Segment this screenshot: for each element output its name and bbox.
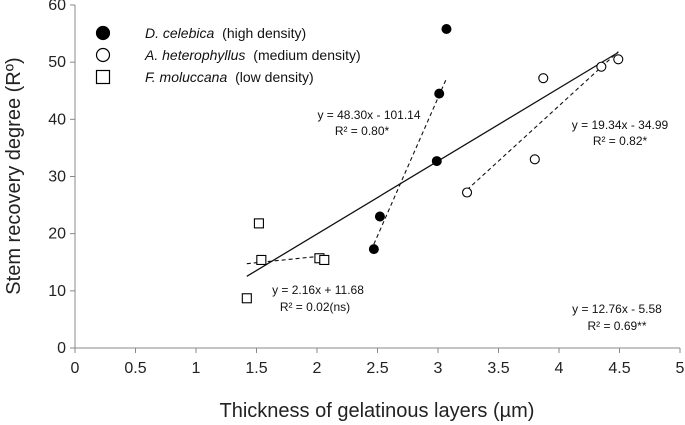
legend-item-a-heterophyllus: A. heterophyllus (medium density) xyxy=(95,47,361,63)
y-tick-marks xyxy=(70,4,75,349)
legend: D. celebica (high density) A. heterophyl… xyxy=(95,25,361,85)
legend-marker-filled-circle xyxy=(95,25,111,41)
y-tick-label: 20 xyxy=(48,226,66,243)
point-open-circle xyxy=(613,54,624,65)
equation-f-moluccana: y = 2.16x + 11.68 xyxy=(272,283,364,297)
svg-text:D. celebica (high dens: D. celebica (high density) xyxy=(145,25,306,41)
point-filled-circle xyxy=(368,244,379,255)
y-tick-label: 30 xyxy=(48,169,66,186)
legend-species-d-celebica: D. celebica xyxy=(145,25,214,41)
x-tick-label: 0 xyxy=(71,360,80,377)
point-open-square xyxy=(256,254,267,266)
x-tick-label: 1 xyxy=(192,360,201,377)
point-filled-circle xyxy=(374,211,385,222)
svg-text:F. moluccana (low dens: F. moluccana (low density) xyxy=(145,69,314,85)
x-tick-label: 3 xyxy=(434,360,443,377)
legend-marker-open-square xyxy=(95,69,111,85)
r2-a-heterophyllus: R² = 0.82* xyxy=(593,134,648,148)
point-open-square xyxy=(319,254,330,266)
x-axis-title: Thickness of gelatinous layers (µm) xyxy=(220,400,535,422)
y-tick-labels: 0 10 20 30 40 50 60 xyxy=(48,0,66,357)
x-tick-labels: 0 0.5 1 1.5 2 2.5 3 3.5 4 4.5 5 xyxy=(71,360,685,377)
x-tick-label: 2.5 xyxy=(366,360,388,377)
legend-species-a-heterophyllus: A. heterophyllus xyxy=(144,47,245,63)
data-points xyxy=(241,24,624,304)
y-tick-label: 10 xyxy=(48,283,66,300)
x-tick-label: 4 xyxy=(555,360,564,377)
point-open-circle xyxy=(529,154,540,165)
fit-lines xyxy=(246,51,619,277)
point-open-square xyxy=(241,293,252,304)
fit-line-filled-circle xyxy=(373,78,447,245)
point-open-circle xyxy=(538,73,549,84)
x-tick-label: 3.5 xyxy=(487,360,509,377)
legend-qualifier-f-moluccana: (low density) xyxy=(235,69,314,85)
regression-annotations: y = 48.30x - 101.14 R² = 0.80* y = 19.34… xyxy=(272,108,668,333)
x-tick-label: 1.5 xyxy=(245,360,267,377)
legend-species-f-moluccana: F. moluccana xyxy=(145,69,227,85)
svg-text:A. heterophyllus (medi: A. heterophyllus (medium density) xyxy=(144,47,361,63)
fit-line-overall xyxy=(246,51,619,277)
legend-item-f-moluccana: F. moluccana (low density) xyxy=(95,69,314,85)
y-tick-label: 0 xyxy=(57,340,66,357)
legend-qualifier-a-heterophyllus: (medium density) xyxy=(253,47,360,63)
y-tick-label: 60 xyxy=(48,0,66,14)
axes xyxy=(70,4,681,353)
x-tick-marks xyxy=(74,348,681,353)
point-open-circle xyxy=(596,61,607,72)
fit-line-open-circle xyxy=(466,51,619,191)
y-axis-title: Stem recovery degree (Rº) xyxy=(3,57,25,294)
point-open-square xyxy=(253,218,264,229)
x-tick-label: 0.5 xyxy=(124,360,146,377)
y-tick-label: 50 xyxy=(48,54,66,71)
equation-overall: y = 12.76x - 5.58 xyxy=(572,302,662,316)
x-tick-label: 5 xyxy=(676,360,685,377)
point-open-circle xyxy=(461,187,473,198)
r2-f-moluccana: R² = 0.02(ns) xyxy=(280,300,350,314)
x-tick-label: 4.5 xyxy=(608,360,630,377)
point-filled-circle xyxy=(441,24,452,35)
y-tick-label: 40 xyxy=(48,111,66,128)
legend-item-d-celebica: D. celebica (high density) xyxy=(95,25,306,41)
equation-a-heterophyllus: y = 19.34x - 34.99 xyxy=(572,118,669,132)
r2-overall: R² = 0.69** xyxy=(587,319,646,333)
r2-d-celebica: R² = 0.80* xyxy=(335,124,390,138)
legend-marker-open-circle xyxy=(95,47,111,63)
legend-qualifier-d-celebica: (high density) xyxy=(222,25,306,41)
fit-line-open-square xyxy=(246,255,325,265)
point-filled-circle xyxy=(434,88,445,99)
point-filled-circle xyxy=(431,156,442,167)
equation-d-celebica: y = 48.30x - 101.14 xyxy=(317,108,420,122)
x-tick-label: 2 xyxy=(313,360,322,377)
